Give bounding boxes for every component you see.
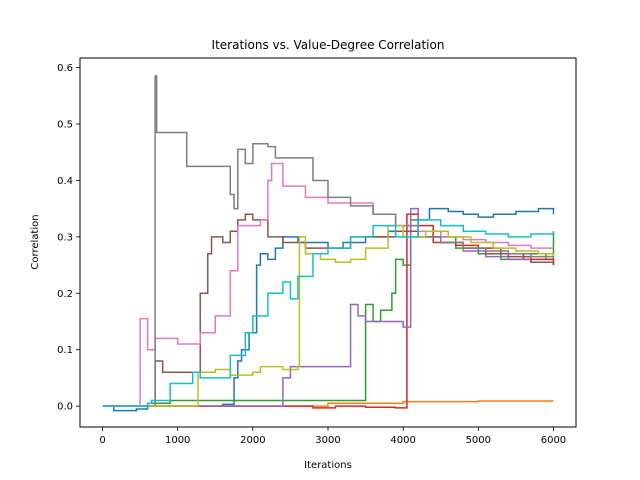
y-tick-label: 0.5 [57, 120, 73, 131]
y-axis-label: Correlation [30, 214, 41, 269]
series-line-8 [102, 75, 554, 407]
x-axis-label: Iterations [304, 460, 352, 471]
series-layer [102, 75, 555, 412]
x-tick-label: 6000 [541, 435, 566, 446]
y-tick-label: 0.0 [57, 402, 73, 413]
ticks-layer: 0 1000 2000 3000 4000 5000 6000 0.0 0.1 0.2 0.3 0.4… [57, 63, 566, 446]
x-tick-label: 2000 [240, 435, 265, 446]
x-tick-label: 3000 [315, 435, 340, 446]
x-tick-label: 5000 [466, 435, 491, 446]
y-tick-label: 0.1 [57, 345, 73, 356]
y-tick-label: 0.3 [57, 232, 73, 243]
series-line-9 [102, 224, 555, 407]
series-line-5 [102, 207, 555, 407]
y-tick-label: 0.4 [57, 176, 73, 187]
x-tick-label: 0 [99, 435, 105, 446]
series-line-10 [102, 219, 555, 407]
chart-title: Iterations vs. Value-Degree Correlation [212, 38, 445, 52]
x-tick-label: 1000 [165, 435, 190, 446]
x-tick-label: 4000 [390, 435, 415, 446]
y-tick-label: 0.2 [57, 289, 73, 300]
plot-frame [79, 57, 577, 428]
y-tick-label: 0.6 [57, 63, 73, 74]
series-line-7 [102, 162, 554, 407]
